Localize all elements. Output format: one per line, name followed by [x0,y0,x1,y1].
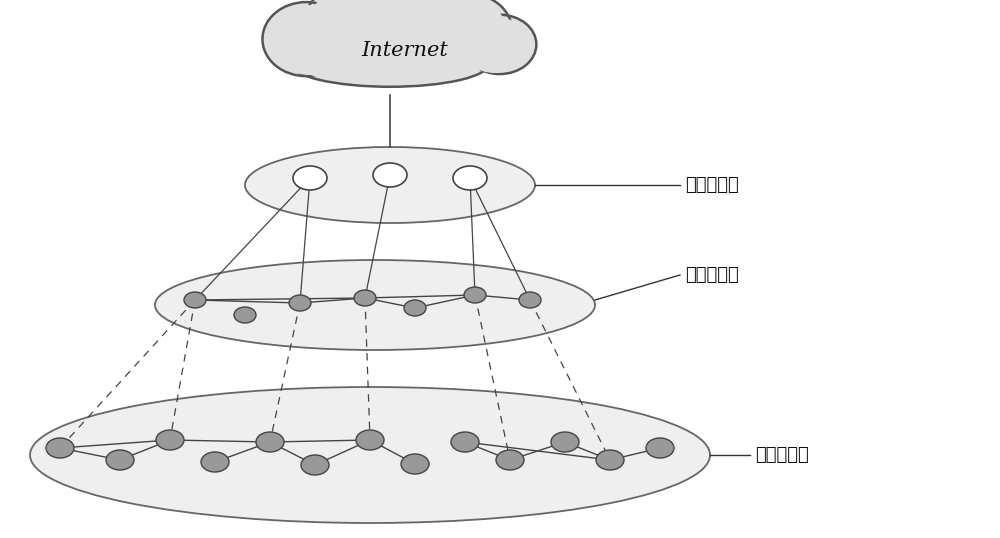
Ellipse shape [201,452,229,472]
Ellipse shape [289,295,311,311]
Ellipse shape [355,0,465,68]
Ellipse shape [496,450,524,470]
Ellipse shape [245,147,535,223]
Ellipse shape [256,432,284,452]
Ellipse shape [293,166,327,190]
Ellipse shape [373,163,407,187]
Ellipse shape [451,432,479,452]
Ellipse shape [404,300,426,316]
Ellipse shape [453,166,487,190]
Ellipse shape [551,432,579,452]
Ellipse shape [596,450,624,470]
Ellipse shape [46,438,74,458]
Ellipse shape [156,430,184,450]
Ellipse shape [262,2,350,76]
Ellipse shape [463,15,536,74]
Ellipse shape [646,438,674,458]
Ellipse shape [464,287,486,303]
Text: Internet: Internet [362,40,448,60]
Ellipse shape [268,5,352,75]
Ellipse shape [234,307,256,323]
Ellipse shape [353,0,468,69]
Ellipse shape [184,292,206,308]
Text: 边缘路由器: 边缘路由器 [755,446,809,464]
Ellipse shape [303,0,404,68]
Ellipse shape [295,41,485,85]
Ellipse shape [424,0,512,70]
Ellipse shape [519,292,541,308]
Text: 核心路由器: 核心路由器 [685,266,739,284]
Ellipse shape [106,450,134,470]
Ellipse shape [30,387,710,523]
Ellipse shape [401,454,429,474]
Text: 域间路由器: 域间路由器 [685,176,739,194]
Ellipse shape [301,455,329,475]
Ellipse shape [307,0,403,67]
Ellipse shape [354,290,376,306]
Ellipse shape [423,0,507,69]
Ellipse shape [356,430,384,450]
Ellipse shape [460,17,530,73]
Ellipse shape [155,260,595,350]
Ellipse shape [291,40,489,87]
